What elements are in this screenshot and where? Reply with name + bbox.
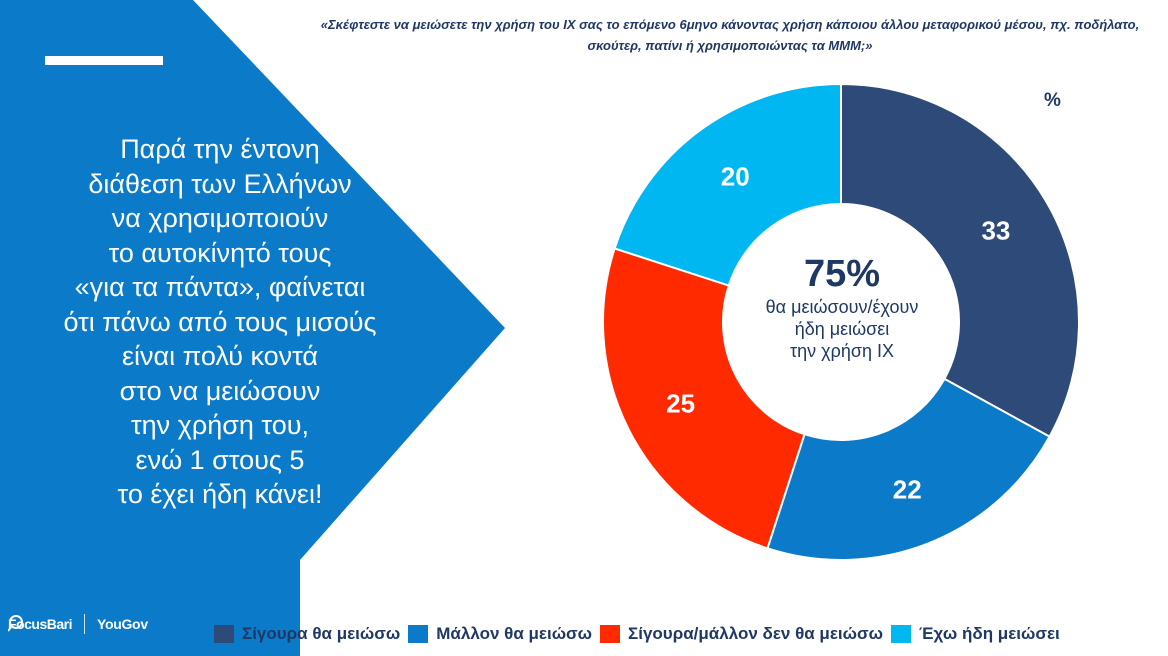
legend-label: Σίγουρα θα μειώσω — [242, 624, 401, 643]
focusbari-logo-text: FocusBari — [8, 616, 72, 632]
question-text: «Σκέφτεστε να μειώσετε την χρήση του ΙΧ … — [320, 17, 1140, 53]
legend-item: Μάλλον θα μειώσω — [408, 624, 592, 644]
legend-label: Σίγουρα/μάλλον δεν θα μειώσω — [628, 624, 883, 643]
legend-swatch — [214, 625, 234, 643]
legend-item: Σίγουρα/μάλλον δεν θα μειώσω — [600, 624, 883, 644]
donut-slice — [766, 377, 1051, 561]
legend-swatch — [408, 625, 429, 643]
magnifier-icon — [8, 615, 23, 632]
donut-slice — [613, 82, 842, 287]
legend-label: Μάλλον θα μειώσω — [436, 624, 593, 643]
chevron-shape — [0, 0, 505, 656]
slice-data-label: 20 — [721, 161, 750, 191]
yougov-logo: YouGov — [96, 616, 148, 632]
donut-slice — [840, 82, 1080, 439]
chart-legend: Σίγουρα θα μειώσω Μάλλον θα μειώσω Σίγουρα… — [214, 624, 1068, 644]
slice-data-label: 22 — [893, 474, 922, 504]
logo-area: FocusBari YouGov — [8, 614, 148, 634]
logo-divider — [83, 614, 85, 634]
slice-data-label: 33 — [981, 215, 1010, 245]
slice-data-label: 25 — [666, 389, 695, 419]
left-panel: Παρά την έντονη διάθεση των Ελλήνων να χ… — [0, 0, 520, 656]
donut-center: 75% θα μειώσουν/έχουν ήδη μειώσει την χρ… — [722, 252, 962, 362]
headline-text: Παρά την έντονη διάθεση των Ελλήνων να χ… — [63, 134, 377, 509]
focusbari-logo: FocusBari — [8, 615, 72, 632]
center-caption: θα μειώσουν/έχουν ήδη μειώσει την χρήση … — [765, 297, 919, 361]
legend-swatch — [890, 625, 911, 643]
decorative-bar — [45, 56, 163, 65]
unit-label: % — [1044, 90, 1061, 111]
donut-slice — [602, 247, 806, 550]
legend-label: Έχω ήδη μειώσει — [918, 624, 1060, 643]
legend-item: Έχω ήδη μειώσει — [890, 624, 1060, 644]
legend-swatch — [600, 625, 621, 643]
legend-item: Σίγουρα θα μειώσω — [214, 624, 400, 644]
center-percentage: 75% — [803, 253, 881, 295]
